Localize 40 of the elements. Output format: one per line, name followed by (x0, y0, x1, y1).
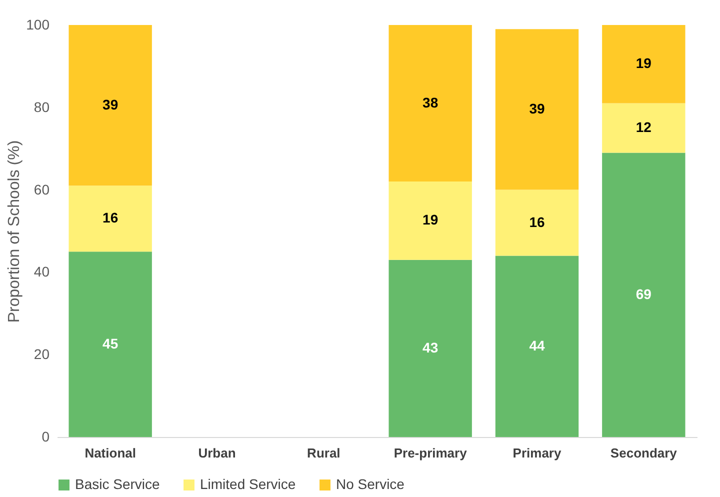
y-tick-label: 60 (34, 181, 50, 198)
x-tick-label: Urban (198, 446, 236, 460)
bar (602, 25, 686, 104)
data-label: 45 (102, 335, 118, 352)
data-label: 19 (422, 212, 438, 228)
bar (602, 103, 686, 153)
bar (495, 29, 579, 190)
bar (68, 25, 152, 186)
data-label: 38 (422, 94, 438, 110)
y-tick-label: 80 (34, 98, 50, 115)
legend-label: No Service (336, 476, 405, 492)
bar (68, 186, 152, 252)
y-tick-label: 0 (42, 428, 50, 444)
bar (388, 182, 472, 260)
y-tick-label: 100 (26, 16, 50, 32)
data-label: 43 (422, 339, 438, 356)
x-tick-label: Secondary (610, 446, 678, 460)
legend-label: Limited Service (200, 476, 296, 492)
y-tick-label: 40 (34, 264, 50, 280)
data-label: 16 (529, 214, 545, 230)
data-label: 39 (529, 100, 545, 116)
x-tick-label: Pre-primary (394, 446, 468, 460)
legend-label: Basic Service (75, 476, 160, 492)
y-tick-label: 20 (34, 346, 50, 362)
y-axis-title: Proportion of Schools (%) (6, 140, 24, 323)
x-tick-label: Rural (307, 446, 340, 460)
data-label: 44 (529, 337, 545, 354)
bar (495, 256, 579, 437)
bar (388, 25, 472, 182)
data-label: 16 (102, 210, 118, 226)
bar (602, 152, 686, 437)
data-label: 19 (636, 55, 652, 72)
data-label: 39 (102, 96, 118, 112)
x-tick-label: National (84, 446, 136, 460)
data-label: 12 (636, 119, 652, 135)
bar (388, 260, 472, 437)
x-tick-label: Primary (512, 446, 562, 460)
bar (495, 190, 579, 256)
data-label: 69 (636, 286, 652, 302)
bar (68, 252, 152, 437)
